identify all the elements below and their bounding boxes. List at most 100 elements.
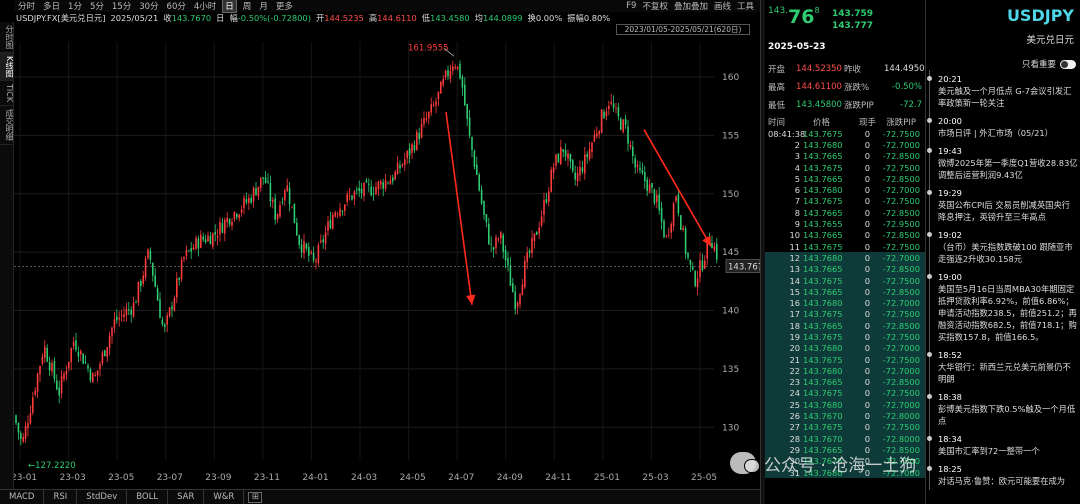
candle-body <box>629 144 632 147</box>
y-tick-label: 150 <box>722 190 739 200</box>
news-item[interactable]: 19:02 （台币）美元指数跌破100 跟随亚市走强连2升收30.158元 <box>927 226 1080 268</box>
period-tab[interactable]: 60分 <box>166 2 186 12</box>
news-item[interactable]: 18:52 大华银行：新西兰元兑美元前景仍不明朗 <box>927 346 1080 388</box>
indicator-tab-wr[interactable]: W&R <box>204 489 245 504</box>
candle-body <box>312 253 315 261</box>
tab-kline[interactable]: K线图 <box>0 53 14 82</box>
candle-body <box>183 257 185 260</box>
candle-body <box>286 185 288 192</box>
candle-body <box>492 247 495 250</box>
period-tab-daily[interactable]: 日 <box>222 0 237 13</box>
news-item[interactable]: 19:43 微博2025年第一季度Q1营收28.83亿 调整后运营利润9.43亿 <box>927 142 1080 184</box>
candle-body <box>521 284 524 296</box>
period-tab[interactable]: 4小时 <box>193 2 217 12</box>
news-time: 19:00 <box>938 272 962 282</box>
adjust-button[interactable]: 不复权 <box>642 2 668 12</box>
tick-table[interactable]: 08:41:38 143.7675 0 -72.7500 2 143.7680 0 -72.7… <box>765 128 925 479</box>
candle-body <box>195 237 197 249</box>
candle-body <box>387 182 389 184</box>
candle-body <box>430 104 432 113</box>
candle-body <box>269 182 272 202</box>
news-item[interactable]: 19:00 美国至5月16日当周MBA30年期固定抵押贷款利率6.92%，前值6.… <box>927 268 1080 346</box>
candle-body <box>536 231 538 235</box>
change-value: -0.50%(-0.72800) <box>237 13 311 23</box>
candle-body <box>461 76 464 88</box>
indicator-tab-stddev[interactable]: StdDev <box>77 489 128 504</box>
panel-splitter[interactable] <box>760 0 765 504</box>
symbol-label: USDJPY.FX[美元兑日元] <box>16 13 106 23</box>
news-headline: 美元触及一个月低点 G-7会议引发汇率政策新一轮关注 <box>938 86 1072 108</box>
candle-body <box>564 150 567 157</box>
draw-line-button[interactable]: 画线 <box>713 2 731 12</box>
candle-body <box>334 212 336 217</box>
period-tab[interactable]: 分时 <box>18 2 36 12</box>
candle-body <box>600 109 603 133</box>
candle-body <box>552 167 555 173</box>
candle-body <box>63 373 65 379</box>
news-item[interactable]: 19:29 英国公布CPI后 交易员削减英国央行降息押注，英镑升至三年高点 <box>927 184 1080 226</box>
important-only-toggle[interactable] <box>1060 59 1076 69</box>
news-item[interactable]: 18:38 彭博美元指数下跌0.5%触及一个月低点 <box>927 388 1080 430</box>
news-item[interactable]: 18:25 对话马克·鲁赞：欧元可能要在成为 <box>927 460 1080 490</box>
news-item[interactable]: 18:34 美国市汇率到72一整带一个 <box>927 430 1080 460</box>
period-tab[interactable]: 30分 <box>139 2 159 12</box>
period-tab[interactable]: 周 <box>242 2 252 12</box>
candle-body <box>708 239 711 242</box>
candle-body <box>207 235 209 242</box>
overlay-button[interactable]: 叠加叠加 <box>673 2 708 12</box>
tick-row: 23 143.7665 0 -72.8500 <box>765 376 925 388</box>
stat-row: 最低 143.45800 涨跌PIP -72.7 <box>768 100 922 111</box>
period-tab[interactable]: 多日 <box>43 2 61 12</box>
indicator-tab-rsi[interactable]: RSI <box>44 489 78 504</box>
period-tab[interactable]: 5分 <box>89 2 104 12</box>
tick-row: 22 143.7680 0 -72.7000 <box>765 365 925 377</box>
indicator-tab-sar[interactable]: SAR <box>168 489 205 504</box>
tick-row: 9 143.7655 0 -72.9500 <box>794 219 920 230</box>
candle-body <box>603 111 605 119</box>
candlestick-chart[interactable]: 130 135 140 145 150 155 160 23-01 23-03 23-05 23-0… <box>14 36 760 488</box>
tab-trade-detail[interactable]: 成交明细 <box>0 106 14 146</box>
candle-body <box>231 221 233 226</box>
candle-body <box>58 387 60 396</box>
last-price: 143.768 <box>768 6 820 28</box>
more-periods-button[interactable]: 更多 <box>275 2 293 12</box>
candle-body <box>156 288 159 301</box>
candle-body <box>639 167 641 171</box>
candle-body <box>519 294 521 305</box>
tools-button[interactable]: 工具 <box>736 2 754 12</box>
candle-body <box>240 209 243 213</box>
candle-body <box>384 180 387 189</box>
add-indicator-icon[interactable]: ⊞ <box>248 491 263 503</box>
news-list[interactable]: 20:21 美元触及一个月低点 G-7会议引发汇率政策新一轮关注 20:00 市场日评… <box>926 70 1080 504</box>
candle-body <box>101 352 104 364</box>
chart-svg: 130 135 140 145 150 155 160 23-01 23-03 23-05 23-0… <box>14 42 760 483</box>
x-tick-label: 23-05 <box>108 473 134 483</box>
candle-body <box>596 133 598 137</box>
tick-row: 20 143.7680 0 -72.7000 <box>765 342 925 354</box>
candle-body <box>92 373 94 383</box>
candle-body <box>612 103 615 108</box>
period-tab[interactable]: 15分 <box>111 2 132 12</box>
candle-body <box>161 319 164 325</box>
indicator-tab-boll[interactable]: BOLL <box>127 489 169 504</box>
indicator-tab-macd[interactable]: MACD <box>0 489 45 504</box>
candle-body <box>262 177 264 179</box>
candle-body <box>435 101 437 106</box>
news-item[interactable]: 20:00 市场日评 | 外汇市场（05/21） <box>927 112 1080 142</box>
x-tick-label: 25-05 <box>691 473 717 483</box>
tab-tick[interactable]: TICK <box>0 81 14 107</box>
f9-button[interactable]: F9 <box>626 1 637 11</box>
candle-body <box>663 220 665 238</box>
down-arrow-annotation <box>643 129 712 247</box>
period-tab[interactable]: 1分 <box>68 2 82 12</box>
news-headline: 大华银行：新西兰元兑美元前景仍不明朗 <box>938 362 1071 384</box>
news-item[interactable]: 20:21 美元触及一个月低点 G-7会议引发汇率政策新一轮关注 <box>927 70 1080 112</box>
candle-body <box>34 390 36 395</box>
candle-body <box>164 324 166 328</box>
candle-body <box>159 299 161 319</box>
indicator-tabs: MACD RSI StdDev BOLL SAR W&R ⊞ <box>0 489 760 504</box>
tab-timeshare[interactable]: 分时图 <box>0 22 14 53</box>
candle-body <box>404 159 406 165</box>
period-tab[interactable]: 月 <box>259 2 268 12</box>
candle-body <box>466 104 468 119</box>
